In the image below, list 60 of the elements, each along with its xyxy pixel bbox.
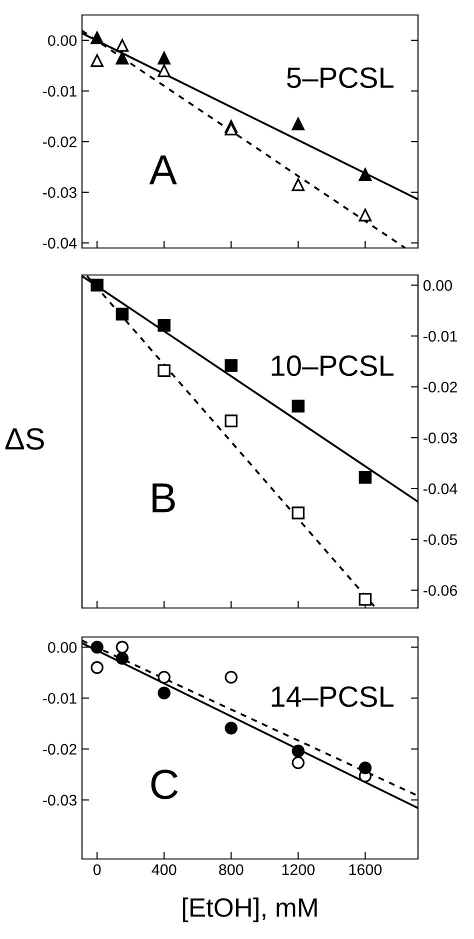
y-tick-label: -0.03 — [43, 794, 76, 806]
point — [158, 686, 171, 700]
point — [90, 54, 104, 67]
y2-tick-label: -0.06 — [424, 585, 458, 596]
point — [158, 670, 171, 684]
y-tick-label: -0.02 — [43, 744, 76, 755]
point — [224, 670, 238, 684]
point — [90, 640, 104, 654]
point — [358, 761, 372, 774]
y2-tick-label: -0.01 — [424, 330, 457, 342]
point — [292, 506, 305, 520]
point — [292, 400, 305, 413]
annotation: B — [152, 484, 175, 512]
y-tick-label: -0.04 — [43, 238, 77, 249]
annotation: 10–PCSL — [272, 355, 394, 376]
point — [292, 178, 305, 192]
y2-tick-label: -0.03 — [424, 432, 458, 444]
x-axis-title: [EtOH], mM — [182, 898, 317, 922]
point — [158, 64, 171, 78]
point — [358, 208, 372, 222]
annotation: A — [149, 156, 177, 184]
x-tick-label: 1600 — [349, 864, 382, 876]
point — [116, 652, 129, 665]
point — [292, 744, 305, 758]
point — [224, 722, 238, 735]
annotation: C — [151, 770, 178, 800]
point — [90, 278, 104, 292]
y2-tick-label: -0.04 — [424, 483, 458, 494]
x-tick-label: 1200 — [282, 864, 315, 876]
point — [358, 592, 372, 606]
point — [116, 640, 129, 654]
annotation: 14–PCSL — [272, 686, 394, 707]
y-tick-label: -0.03 — [43, 187, 76, 198]
y-tick-label: 0.00 — [48, 642, 77, 653]
y-axis-title: ΔS — [5, 428, 44, 450]
y2-tick-label: -0.05 — [424, 534, 458, 546]
point — [292, 756, 305, 770]
point — [224, 414, 238, 428]
point — [158, 364, 171, 377]
point — [358, 470, 372, 484]
point — [224, 359, 238, 372]
annotation: 5–PCSL — [287, 67, 394, 88]
point — [158, 52, 171, 64]
point — [158, 318, 171, 332]
point — [116, 52, 129, 64]
y-tick-label: -0.01 — [43, 692, 76, 704]
y2-tick-label: 0.00 — [423, 280, 452, 291]
point — [116, 39, 129, 52]
point — [90, 31, 104, 44]
y2-tick-label: -0.02 — [424, 382, 457, 393]
y-tick-label: -0.01 — [43, 86, 76, 97]
x-tick-label: 0 — [93, 864, 101, 876]
point — [90, 661, 104, 674]
point — [292, 118, 305, 130]
x-tick-label: 400 — [152, 864, 176, 876]
y-tick-label: 0.00 — [48, 35, 77, 46]
point — [358, 168, 372, 181]
x-tick-label: 800 — [219, 864, 244, 876]
point — [116, 308, 129, 321]
y-tick-label: -0.02 — [43, 136, 76, 148]
